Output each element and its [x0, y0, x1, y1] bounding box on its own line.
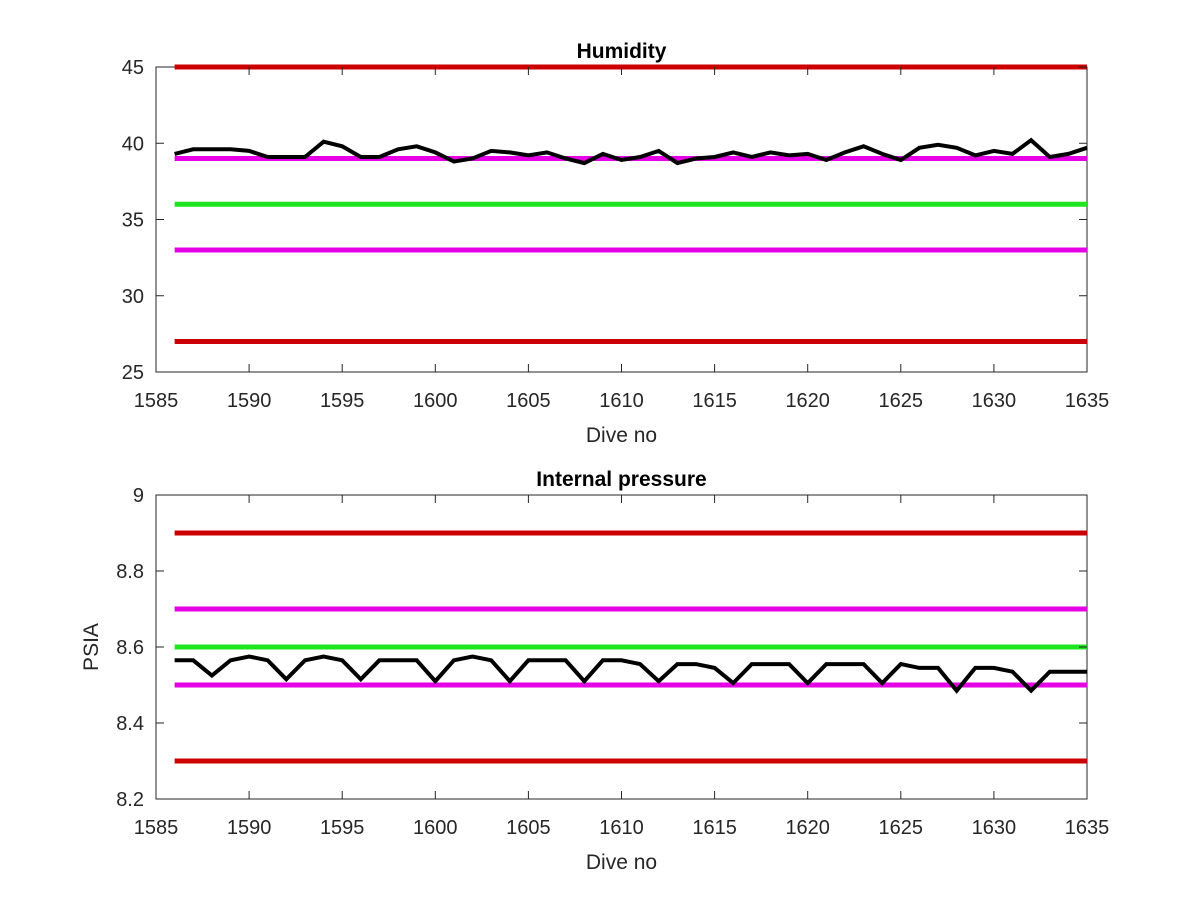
y-tick-label: 30	[122, 286, 144, 308]
x-tick-label: 1585	[134, 390, 179, 412]
y-tick-label: 8.6	[116, 637, 144, 659]
x-tick-label: 1635	[1065, 817, 1110, 839]
x-axis-label: Dive no	[586, 851, 657, 874]
x-tick-label: 1620	[785, 817, 830, 839]
x-tick-label: 1585	[134, 817, 179, 839]
y-tick-label: 8.8	[116, 561, 144, 583]
x-tick-label: 1615	[692, 390, 737, 412]
y-tick-label: 45	[122, 57, 144, 79]
y-tick-label: 8.2	[116, 789, 144, 811]
y-tick-label: 40	[122, 133, 144, 155]
y-tick-label: 9	[133, 485, 144, 507]
x-tick-label: 1595	[320, 817, 365, 839]
x-tick-label: 1595	[320, 390, 365, 412]
x-tick-label: 1605	[506, 817, 551, 839]
x-tick-label: 1600	[413, 817, 458, 839]
chart-title: Humidity	[577, 40, 667, 63]
x-axis-label: Dive no	[586, 424, 657, 447]
x-tick-label: 1610	[599, 390, 644, 412]
x-tick-label: 1590	[227, 390, 272, 412]
x-tick-label: 1605	[506, 390, 551, 412]
x-tick-label: 1635	[1065, 390, 1110, 412]
internal-pressure-chart: 1585 1590 1595 1600 1605 1610 1615 1620 1625 1630…	[80, 468, 1109, 874]
x-tick-label: 1630	[972, 390, 1017, 412]
data-series-line	[174, 654, 1087, 694]
y-axis-label: PSIA	[80, 623, 103, 671]
humidity-chart: 1585 1590 1595 1600 1605 1610 1615 1620 1625 1630…	[122, 40, 1110, 447]
x-tick-label: 1610	[599, 817, 644, 839]
x-tick-label: 1615	[692, 817, 737, 839]
x-tick-label: 1625	[879, 390, 924, 412]
x-tick-label: 1600	[413, 390, 458, 412]
x-tick-label: 1625	[879, 817, 924, 839]
x-tick-label: 1590	[227, 817, 272, 839]
y-tick-label: 8.4	[116, 713, 144, 735]
data-series-line	[174, 137, 1088, 166]
y-tick-label: 25	[122, 362, 144, 384]
y-tick-label: 35	[122, 210, 144, 232]
chart-title: Internal pressure	[536, 468, 706, 491]
x-tick-label: 1620	[785, 390, 830, 412]
x-tick-label: 1630	[972, 817, 1017, 839]
